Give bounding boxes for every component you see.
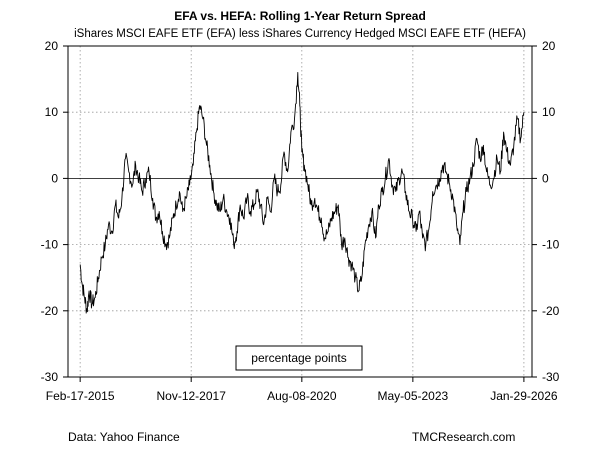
y-tick-label-right: 20 [542, 39, 556, 53]
x-tick-label: Nov-12-2017 [157, 389, 227, 403]
y-tick-label-right: 10 [542, 105, 556, 119]
axes: -30 -30 -20 -20 -10 -10 0 0 10 10 20 20 Feb-17-2015 N… [41, 39, 560, 403]
legend-box [235, 345, 363, 371]
y-tick-label-right: -30 [542, 370, 560, 384]
x-tick-label: May-05-2023 [378, 389, 449, 403]
y-tick-label-left: -30 [41, 370, 59, 384]
y-tick-label-left: -10 [41, 238, 59, 252]
y-tick-label-right: 0 [542, 171, 549, 185]
plot-frame [67, 45, 533, 378]
y-tick-label-left: 0 [51, 171, 58, 185]
y-tick-label-right: -10 [542, 238, 560, 252]
legend-label: percentage points [251, 351, 346, 365]
y-tick-label-left: -20 [41, 304, 59, 318]
brand-note: TMCResearch.com [412, 430, 516, 444]
source-note: Data: Yahoo Finance [68, 430, 180, 444]
chart-title: EFA vs. HEFA: Rolling 1-Year Return Spre… [174, 9, 426, 23]
x-tick-label: Aug-08-2020 [267, 389, 337, 403]
series-line [79, 72, 525, 314]
y-tick-label-left: 10 [45, 105, 59, 119]
series-layer [79, 72, 525, 314]
y-tick-label-right: -20 [542, 304, 560, 318]
y-tick-label-left: 20 [45, 39, 59, 53]
chart-subtitle: iShares MSCI EAFE ETF (EFA) less iShares… [74, 28, 526, 40]
x-tick-label: Feb-17-2015 [46, 389, 115, 403]
legend: percentage points [235, 345, 363, 371]
x-tick-label: Jan-29-2026 [490, 389, 558, 403]
